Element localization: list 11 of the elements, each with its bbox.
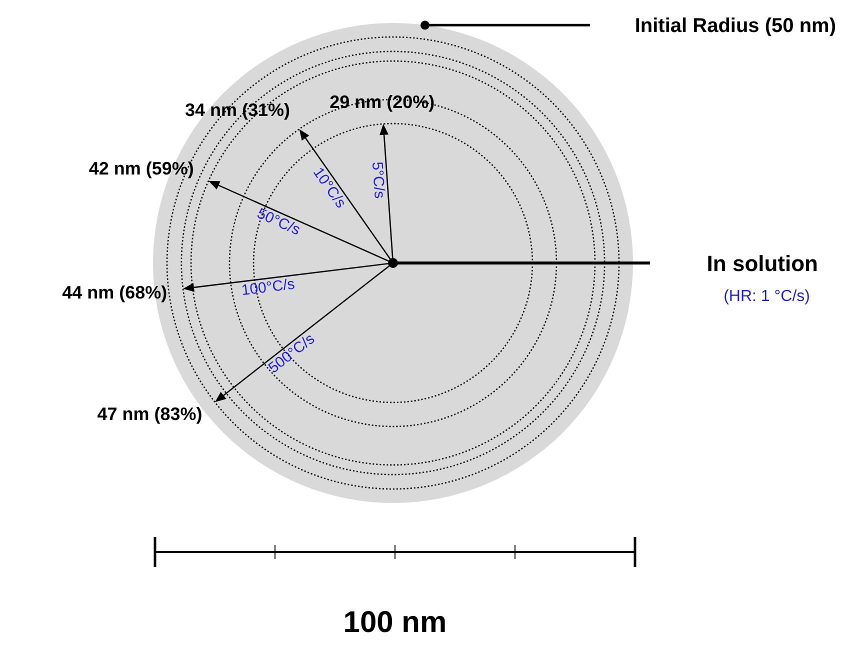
data-label: 44 nm (68%) [62,282,168,303]
data-label: 42 nm (59%) [88,158,194,178]
text: In solution [706,251,818,276]
data-label: 29 nm (20%) [330,92,435,112]
text: (HR: 1 °C/s) [724,288,810,305]
data-label: 34 nm (31%) [185,100,290,120]
text: 100 nm [343,606,447,639]
text: Initial Radius (50 nm) [634,15,836,38]
data-label: 47 nm (83%) [97,404,202,424]
category-label: 5°C/s [368,161,388,200]
category-label: 100°C/s [240,276,296,300]
